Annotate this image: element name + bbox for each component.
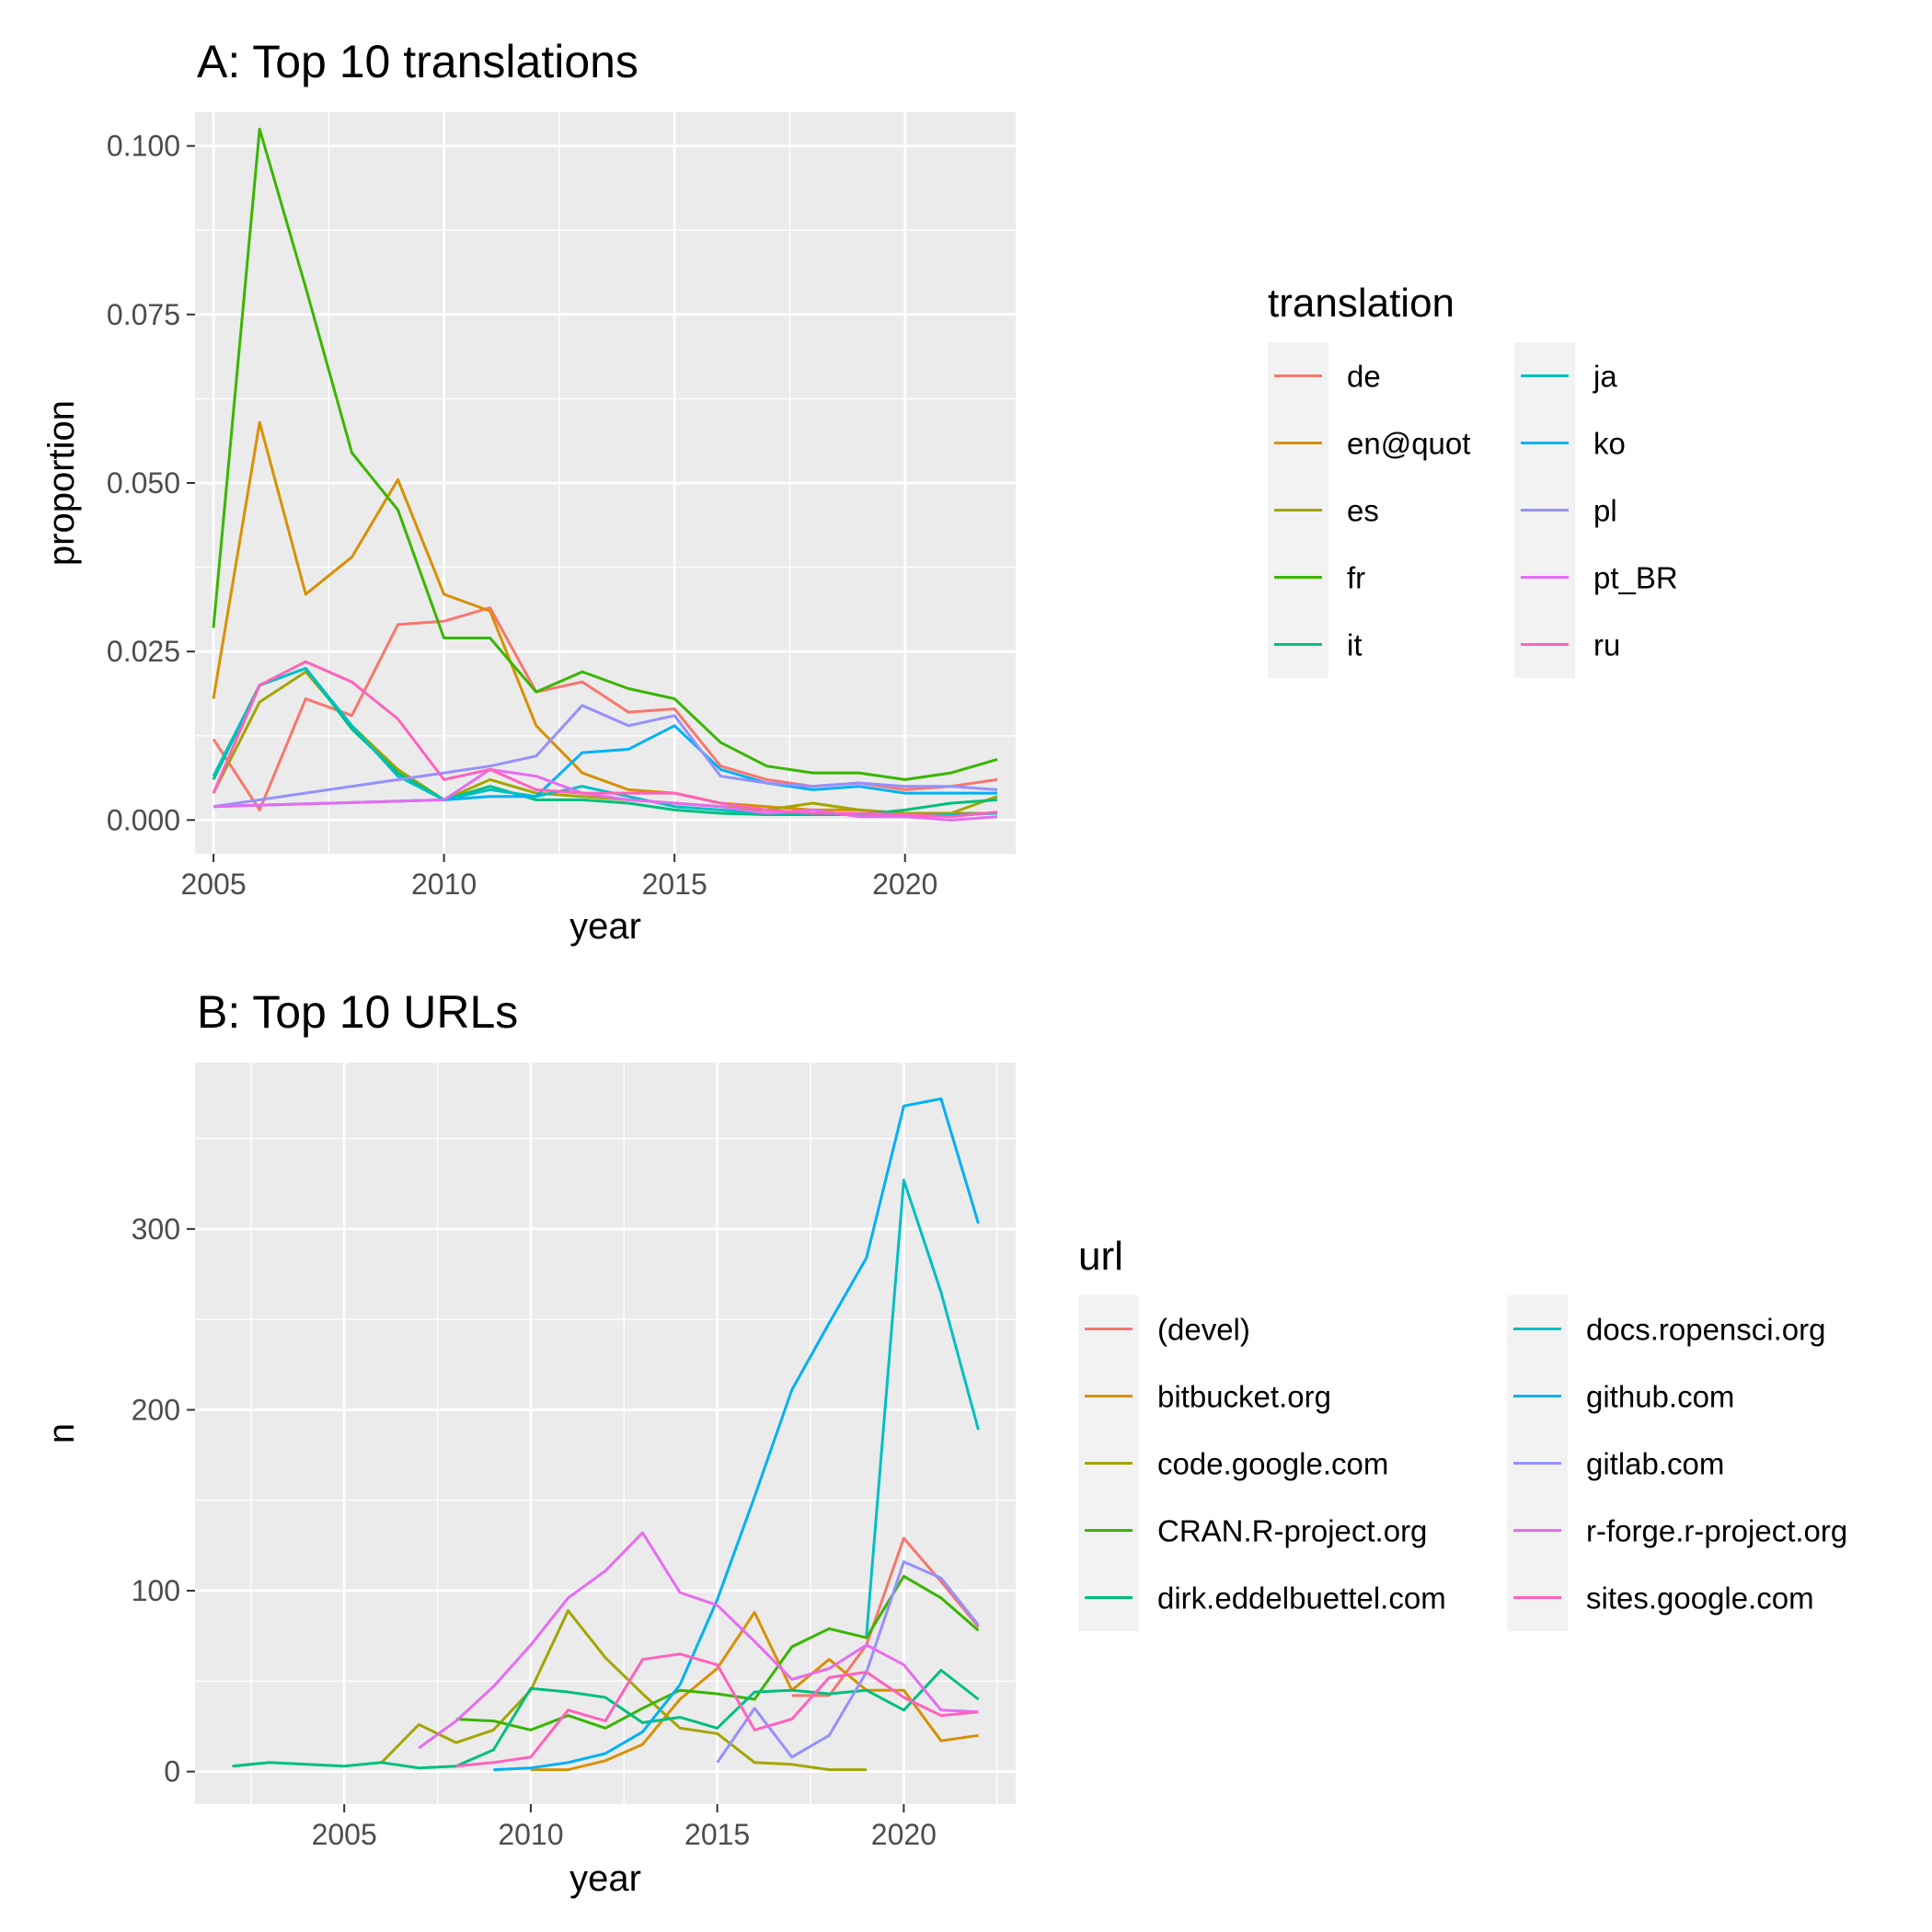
legend-label-gitlab-com: gitlab.com [1586,1447,1724,1481]
y-tick-label: 0 [164,1755,180,1788]
y-tick-label: 300 [132,1213,180,1246]
x-tick-label: 2015 [684,1818,750,1851]
legend-label-bitbucket-org: bitbucket.org [1157,1380,1331,1414]
panel-a: A: Top 10 translations 2005 2010 2015 2020 0… [41,36,1678,947]
legend-label-devel: (devel) [1157,1313,1250,1347]
x-tick-label: 2005 [312,1818,377,1851]
legend-label-sites-google-com: sites.google.com [1586,1581,1814,1616]
x-tick-label: 2010 [498,1818,563,1851]
y-tick-label: 0.050 [107,466,180,500]
panel-b-legend-title: url [1078,1234,1123,1279]
series-line-ru [212,660,998,819]
panel-b-legend: url (devel) bitbucket.org code.google.com C… [1078,1234,1847,1631]
panel-b-axes: 2005 2010 2015 2020 0 100 200 300 [132,1213,937,1851]
series-line-ja [212,667,998,819]
panel-b-y-axis-label: n [41,1423,82,1443]
legend-label-pl: pl [1593,494,1617,528]
y-tick-label: 0.100 [107,130,180,163]
y-tick-label: 0.075 [107,298,180,331]
series-line-r-forge-r-project-org [418,1531,979,1750]
panel-a-axes: 2005 2010 2015 2020 0.000 0.025 0.050 0.075 0.10… [107,130,937,901]
legend-label-ko: ko [1593,427,1626,461]
x-tick-label: 2005 [180,868,246,901]
legend-label-pt-br: pt_BR [1593,561,1678,595]
series-line-pt-br [213,767,998,822]
panel-a-title: A: Top 10 translations [197,36,638,87]
panel-b-title: B: Top 10 URLs [197,986,518,1038]
legend-label-cran-r-project-org: CRAN.R-project.org [1157,1514,1427,1548]
legend-label-code-google-com: code.google.com [1157,1447,1388,1481]
legend-label-ru: ru [1593,628,1620,662]
legend-label-ja: ja [1593,360,1617,394]
legend-label-de: de [1347,360,1381,394]
y-tick-label: 100 [132,1574,180,1607]
legend-label-en-quot: en@quot [1347,427,1470,461]
series-line-devel [791,1536,980,1697]
legend-label-docs-ropensci-org: docs.ropensci.org [1586,1313,1825,1347]
panel-b-x-axis-label: year [569,1858,641,1899]
panel-a-grid [195,112,1016,854]
series-line-docs-ropensci-org [865,1179,980,1637]
legend-label-it: it [1347,628,1363,662]
y-tick-label: 0.000 [107,803,180,836]
panel-b: B: Top 10 URLs 2005 2010 2015 2020 0 100 200 30… [41,986,1847,1899]
x-tick-label: 2010 [411,868,477,901]
x-tick-label: 2015 [642,868,707,901]
legend-label-fr: fr [1347,561,1365,595]
legend-label-es: es [1347,494,1379,528]
series-line-bitbucket-org [530,1611,979,1772]
panel-b-lines [232,1097,980,1772]
panel-a-legend-title: translation [1268,281,1455,326]
series-line-code-google-com [380,1609,867,1772]
series-line-pl [213,704,998,809]
legend-label-r-forge-r-project-org: r-forge.r-project.org [1586,1514,1847,1548]
panel-a-y-axis-label: proportion [41,400,82,566]
series-line-gitlab-com [716,1560,980,1764]
legend-label-dirk-eddelbuettel-com: dirk.eddelbuettel.com [1157,1581,1446,1616]
panel-b-plot-area [195,1063,1016,1804]
y-tick-label: 200 [132,1393,180,1426]
series-line-sites-google-com [455,1652,979,1768]
series-line-fr [212,127,998,781]
panel-a-lines [212,127,998,822]
series-line-github-com [493,1097,980,1772]
y-tick-label: 0.025 [107,635,180,668]
x-tick-label: 2020 [872,868,937,901]
legend-label-github-com: github.com [1586,1380,1734,1414]
panel-a-x-axis-label: year [569,906,641,947]
x-tick-label: 2020 [871,1818,937,1851]
